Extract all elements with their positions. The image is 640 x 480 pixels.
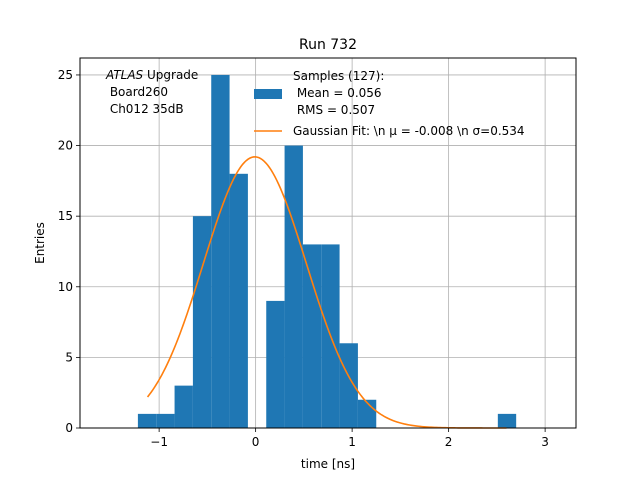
x-tick-label-0: −1: [150, 435, 168, 449]
y-axis-label: Entries: [33, 222, 47, 264]
histogram-bar-3: [192, 216, 212, 428]
y-tick-label-0: 0: [65, 421, 73, 435]
histogram-bar-5: [229, 173, 248, 428]
annotation-line-1: ATLAS Upgrade: [105, 68, 198, 82]
upgrade-label: Upgrade: [143, 68, 198, 82]
y-axis-ticks: 0 5 10 15 20 25: [58, 68, 80, 435]
x-tick-label-3: 2: [445, 435, 453, 449]
histogram-bar-0: [137, 413, 157, 428]
legend-samples-line-2: Mean = 0.056: [293, 86, 382, 100]
legend-fit-label: Gaussian Fit: \n μ = -0.008 \n σ=0.534: [293, 124, 525, 138]
atlas-label: ATLAS: [105, 68, 144, 82]
x-tick-label-4: 3: [541, 435, 549, 449]
histogram-bar-9: [302, 244, 322, 428]
x-axis-label: time [ns]: [301, 457, 355, 471]
histogram-bar-13: [497, 413, 517, 428]
histogram-bar-2: [174, 385, 193, 428]
legend-samples-swatch: [254, 89, 282, 99]
histogram-bar-8: [284, 145, 303, 428]
legend-samples-line-3: RMS = 0.507: [293, 103, 375, 117]
annotation-line-2: Board260: [106, 85, 168, 99]
plot-frame: [79, 57, 577, 429]
histogram-bar-7: [266, 300, 285, 428]
annotation-line-3: Ch012 35dB: [106, 102, 184, 116]
histogram-bar-4: [211, 74, 230, 428]
histogram-bar-12: [357, 399, 377, 428]
y-tick-label-1: 5: [65, 350, 73, 364]
chart-title: Run 732: [299, 37, 357, 53]
legend: Samples (127): Mean = 0.056 RMS = 0.507 …: [254, 69, 525, 138]
legend-samples-line-1: Samples (127):: [293, 69, 384, 83]
histogram-bars: [137, 74, 517, 428]
x-axis-ticks: −1 0 1 2 3: [150, 428, 549, 449]
x-tick-label-2: 1: [348, 435, 356, 449]
y-tick-label-4: 20: [58, 139, 73, 153]
y-tick-label-5: 25: [58, 68, 73, 82]
histogram-bar-11: [339, 343, 358, 428]
histogram-bar-1: [156, 413, 175, 428]
y-tick-label-2: 10: [58, 280, 73, 294]
grid: [80, 58, 576, 429]
x-tick-label-1: 0: [252, 435, 260, 449]
y-tick-label-3: 15: [58, 209, 73, 223]
